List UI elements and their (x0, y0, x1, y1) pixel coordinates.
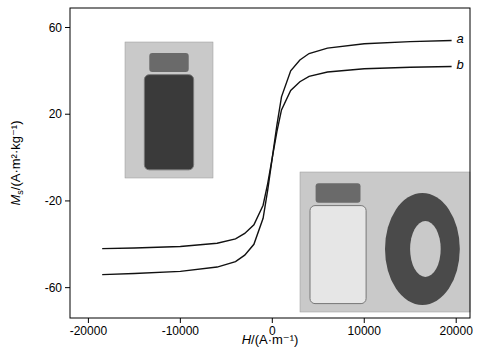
x-tick (180, 318, 181, 323)
chart: -20000-1000001000020000-60-202060H/(A·m⁻… (0, 0, 480, 350)
x-tick-label: 20000 (440, 324, 474, 338)
y-tick-label: 20 (49, 107, 63, 121)
curve (102, 67, 451, 249)
y-axis-label: Ms/(A·m²·kg⁻¹) (8, 120, 25, 205)
y-tick-label: -60 (45, 281, 63, 295)
curve (102, 41, 451, 275)
y-tick (65, 27, 70, 28)
plot-frame (70, 8, 470, 318)
series-group (102, 41, 451, 275)
x-tick (364, 318, 365, 323)
curve-label: b (457, 57, 464, 72)
y-tick (65, 287, 70, 288)
x-tick (272, 318, 273, 323)
x-tick-label: -20000 (70, 324, 108, 338)
x-tick (456, 318, 457, 323)
x-tick-label: -10000 (162, 324, 200, 338)
x-axis-label: H/(A·m⁻¹) (242, 332, 299, 347)
curve-label: a (457, 31, 464, 46)
y-tick (65, 114, 70, 115)
photo-inset (125, 42, 213, 178)
x-tick (88, 318, 89, 323)
y-tick-label: -20 (45, 194, 63, 208)
x-tick-label: 10000 (348, 324, 382, 338)
y-tick-label: 60 (49, 21, 63, 35)
y-tick (65, 200, 70, 201)
photo-inset (300, 172, 470, 312)
